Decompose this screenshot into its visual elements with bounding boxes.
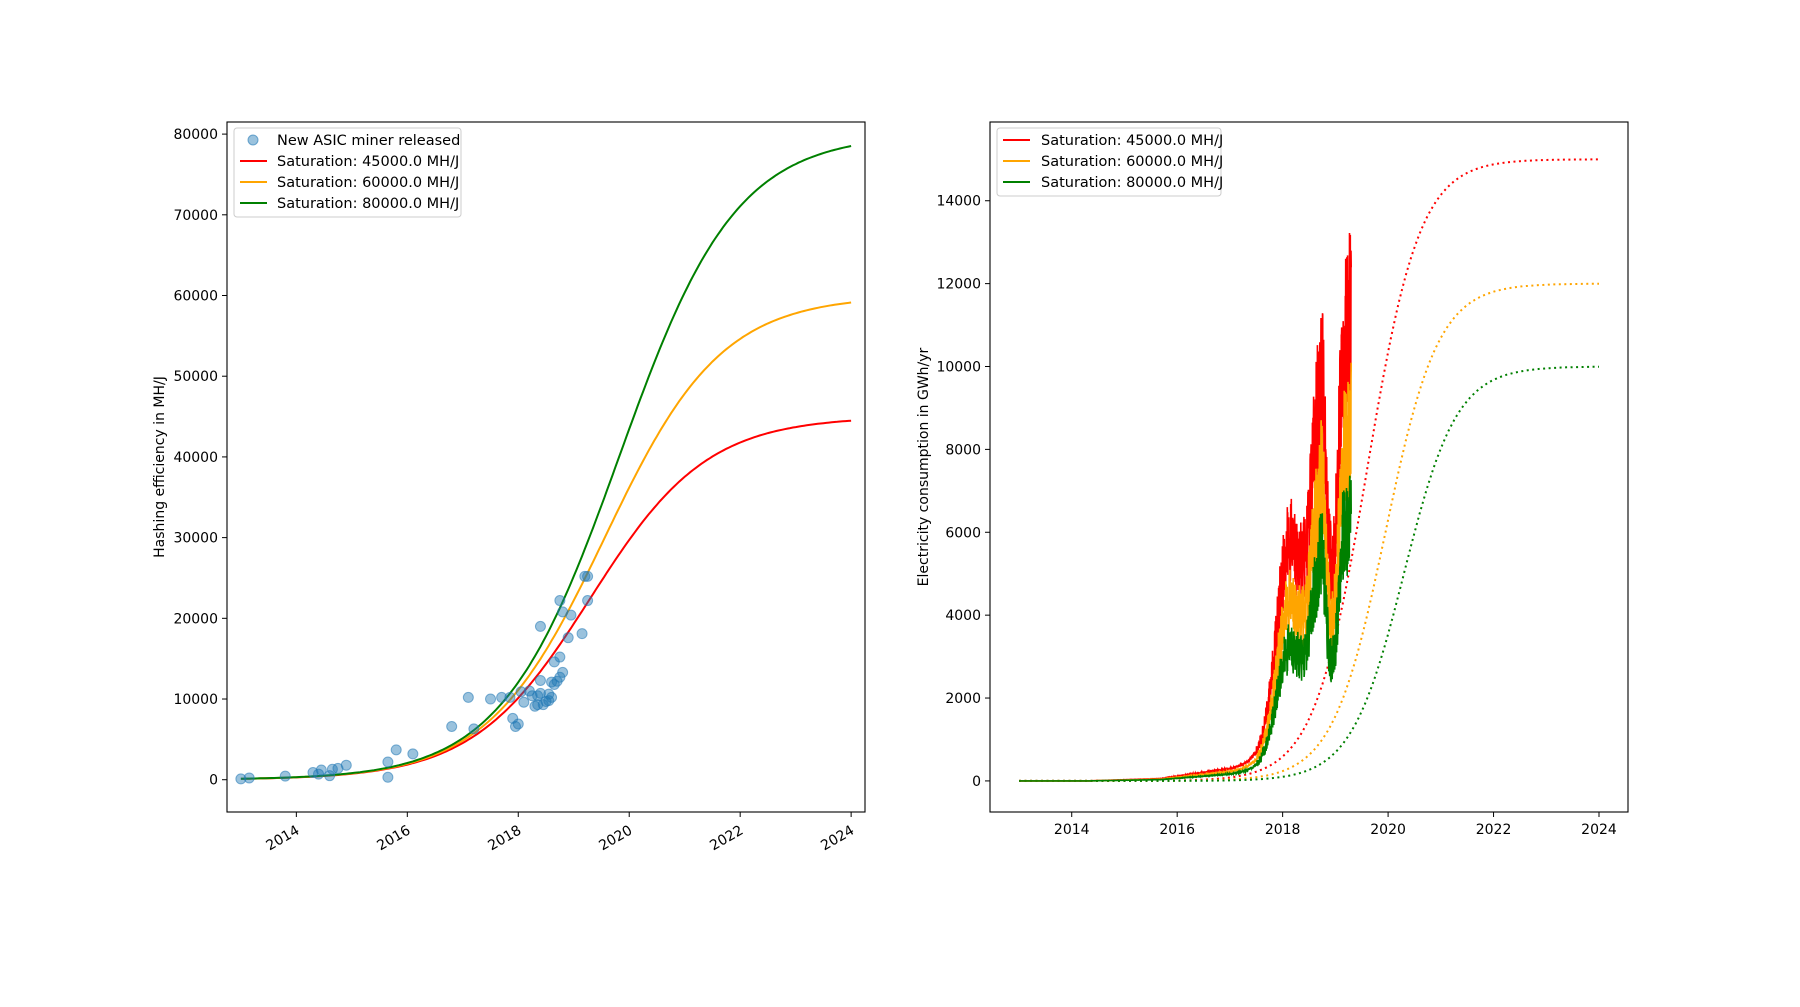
projection-15000	[1019, 158, 1599, 782]
asic-point	[390, 744, 402, 756]
asic-point	[515, 686, 527, 698]
efficiency-curves	[240, 145, 852, 780]
asic-point	[534, 620, 546, 632]
x-tick-label: 2024	[818, 822, 857, 854]
y-tick-label: 12000	[936, 277, 981, 293]
asic-point	[504, 691, 516, 703]
asic-point	[382, 771, 394, 783]
efficiency-curve-45000	[240, 419, 852, 780]
asic-point	[562, 632, 574, 644]
asic-point	[382, 756, 394, 768]
asic-point	[582, 570, 594, 582]
efficiency-x-ticks: 2014 2016 2018 2020 2022 2024	[263, 812, 857, 854]
asic-point	[468, 723, 480, 735]
x-tick-label: 2016	[1159, 822, 1195, 838]
asic-point	[526, 690, 538, 702]
y-tick-label: 14000	[936, 194, 981, 210]
y-tick-label: 2000	[945, 691, 981, 707]
efficiency-y-axis-label: Hashing efficiency in MH/J	[152, 376, 168, 558]
x-tick-label: 2014	[1054, 822, 1090, 838]
asic-point	[579, 570, 591, 582]
asic-point	[546, 691, 558, 703]
electricity-x-ticks: 2014 2016 2018 2020 2022 2024	[1054, 812, 1617, 838]
x-tick-label: 2022	[1476, 822, 1512, 838]
asic-point	[582, 595, 594, 607]
asic-point	[315, 764, 327, 776]
electricity-legend-box	[996, 127, 1222, 197]
asic-point	[324, 770, 336, 782]
efficiency-legend-box	[233, 127, 462, 218]
asic-point	[512, 718, 524, 730]
y-tick-label: 4000	[945, 608, 981, 624]
y-tick-label: 40000	[173, 450, 218, 466]
observed-10000	[1019, 475, 1352, 782]
legend-marker-asic	[247, 134, 259, 146]
electricity-plot: 2014 2016 2018 2020 2022 2024 0 2000 4000 6000 80…	[916, 121, 1629, 838]
asic-point	[485, 693, 497, 705]
legend2-label-80000: Saturation: 80000.0 MH/J	[1041, 175, 1223, 191]
y-tick-label: 30000	[173, 531, 218, 547]
electricity-plot-frame	[989, 121, 1629, 813]
legend2-label-60000: Saturation: 60000.0 MH/J	[1041, 154, 1223, 170]
x-tick-label: 2016	[374, 822, 413, 854]
asic-point	[340, 759, 352, 771]
legend-label-60000: Saturation: 60000.0 MH/J	[277, 175, 459, 191]
y-tick-label: 20000	[173, 611, 218, 627]
y-tick-label: 10000	[936, 360, 981, 376]
asic-point	[279, 770, 291, 782]
y-tick-label: 50000	[173, 369, 218, 385]
y-tick-label: 60000	[173, 289, 218, 305]
asic-point	[235, 773, 247, 785]
efficiency-plot: 2014 2016 2018 2020 2022 2024 0 10000 20000 3000…	[152, 121, 866, 854]
x-tick-label: 2018	[1265, 822, 1301, 838]
electricity-y-ticks: 0 2000 4000 6000 8000 10000 12000 14000	[936, 194, 990, 790]
y-tick-label: 70000	[173, 208, 218, 224]
y-tick-label: 0	[972, 774, 981, 790]
efficiency-y-ticks: 0 10000 20000 30000 40000 50000 60000 70000 8000…	[173, 127, 227, 789]
efficiency-legend: New ASIC miner released Saturation: 4500…	[233, 127, 462, 218]
observed-15000	[1019, 232, 1352, 782]
x-tick-label: 2022	[707, 823, 746, 855]
asic-point	[496, 691, 508, 703]
asic-point	[446, 720, 458, 732]
asic-point	[554, 651, 566, 663]
asic-point	[557, 666, 569, 678]
asic-point	[462, 691, 474, 703]
asic-point	[534, 687, 546, 699]
x-tick-label: 2020	[596, 823, 635, 855]
x-tick-label: 2014	[263, 822, 302, 854]
efficiency-plot-frame	[226, 121, 866, 813]
efficiency-curve-80000	[240, 145, 852, 780]
asic-point	[565, 609, 577, 621]
asic-point	[518, 696, 530, 708]
y-tick-label: 6000	[945, 525, 981, 541]
legend-label-45000: Saturation: 45000.0 MH/J	[277, 154, 459, 170]
legend-label-80000: Saturation: 80000.0 MH/J	[277, 196, 459, 212]
asic-release-points	[235, 570, 594, 785]
asic-point	[243, 772, 255, 784]
x-tick-label: 2024	[1581, 822, 1617, 838]
asic-point	[576, 628, 588, 640]
electricity-legend: Saturation: 45000.0 MH/J Saturation: 600…	[996, 127, 1223, 197]
asic-point	[507, 712, 519, 724]
asic-point	[407, 748, 419, 760]
y-tick-label: 8000	[945, 442, 981, 458]
electricity-y-axis-label: Electricity consumption in GWh/yr	[916, 347, 932, 586]
y-tick-label: 0	[209, 773, 218, 789]
legend-label-asic: New ASIC miner released	[277, 133, 460, 149]
asic-point	[534, 674, 546, 686]
asic-point	[554, 595, 566, 607]
y-tick-label: 80000	[173, 127, 218, 143]
legend2-label-45000: Saturation: 45000.0 MH/J	[1041, 133, 1223, 149]
asic-point	[326, 763, 338, 775]
x-tick-label: 2018	[485, 823, 524, 855]
y-tick-label: 10000	[173, 692, 218, 708]
x-tick-label: 2020	[1370, 822, 1406, 838]
electricity-lines	[1019, 158, 1599, 782]
